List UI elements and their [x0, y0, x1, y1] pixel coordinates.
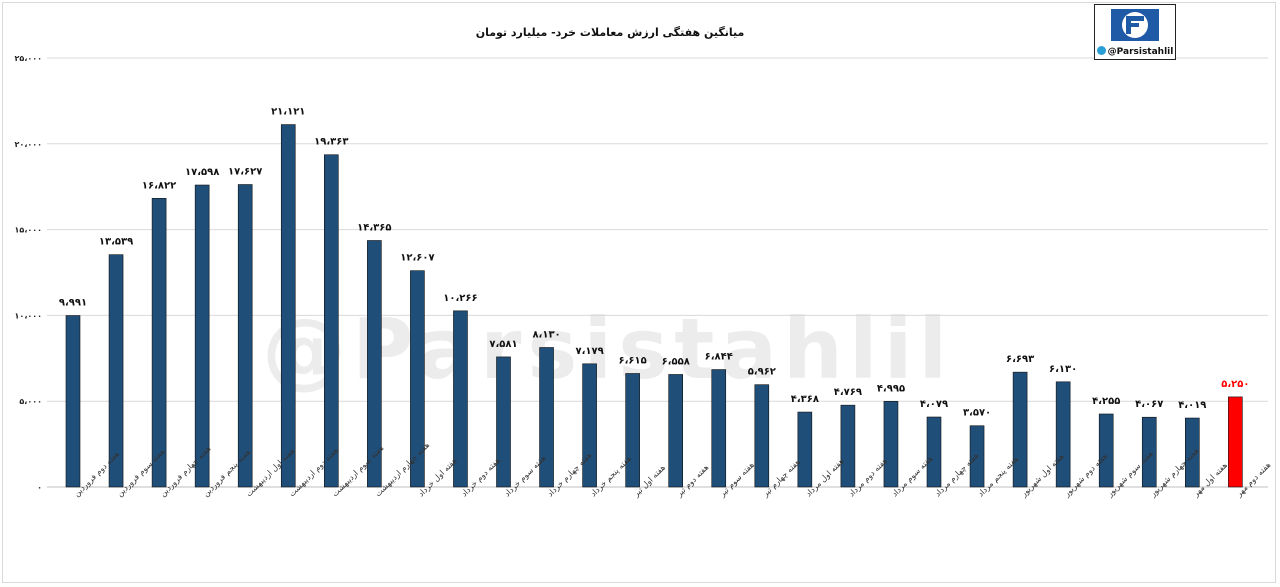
bar [883, 400, 899, 488]
y-axis-ticks: ۰ ۵،۰۰۰ ۱۰،۰۰۰ ۱۵،۰۰۰ ۲۰،۰۰۰ ۲۵،۰۰۰ [15, 54, 42, 492]
data-label: ۱۹،۳۶۳ [314, 137, 348, 148]
bar [367, 240, 382, 488]
bar [711, 369, 727, 488]
bar [65, 315, 81, 488]
bar [754, 384, 770, 488]
data-label: ۶،۸۴۴ [705, 352, 733, 363]
bars [65, 124, 1243, 488]
data-label: ۴،۲۵۵ [1092, 396, 1120, 407]
data-label: ۱۴،۳۶۵ [357, 222, 391, 233]
logo-handle: @Parsistahlil [1095, 46, 1175, 57]
bar [410, 270, 425, 488]
y-tick-label: ۵،۰۰۰ [19, 397, 42, 406]
data-label: ۴،۷۶۹ [834, 387, 862, 398]
bar [926, 416, 942, 488]
data-label: ۵،۹۶۲ [748, 367, 776, 378]
data-label: ۱۰،۲۶۶ [443, 293, 477, 304]
grid-lines [47, 57, 1268, 488]
bar [797, 411, 813, 488]
data-label: ۱۷،۶۲۷ [228, 167, 262, 178]
data-label: ۷،۱۷۹ [575, 346, 603, 357]
bar [668, 374, 684, 488]
parsistahlil-logo-icon [1111, 9, 1159, 41]
y-tick-label: ۰ [37, 483, 42, 492]
bar [194, 184, 210, 488]
bar [625, 373, 640, 488]
y-tick-label: ۲۰،۰۰۰ [15, 140, 42, 149]
data-label: ۱۲،۶۰۷ [400, 253, 434, 264]
data-label: ۸،۱۳۰ [532, 329, 560, 340]
bar [969, 425, 985, 488]
data-label: ۶،۶۹۳ [1006, 354, 1034, 365]
data-label: ۴،۰۶۷ [1135, 399, 1163, 410]
bar [1055, 381, 1071, 488]
bar [108, 254, 124, 488]
bar [1185, 417, 1200, 488]
bar [237, 184, 253, 488]
data-label: ۷،۵۸۱ [489, 339, 517, 350]
data-label: ۴،۰۱۹ [1178, 400, 1206, 411]
logo: @Parsistahlil [1094, 4, 1176, 60]
bar [151, 198, 167, 488]
y-tick-label: ۲۵،۰۰۰ [15, 54, 42, 63]
data-label: ۴،۳۶۸ [791, 394, 819, 405]
data-label: ۵،۲۵۰ [1221, 379, 1249, 390]
bar [840, 404, 856, 488]
data-label: ۲۱،۱۲۱ [271, 107, 305, 118]
bar [280, 124, 296, 488]
logo-handle-text: @Parsistahlil [1107, 47, 1174, 57]
data-label: ۳،۵۷۰ [963, 408, 991, 419]
telegram-icon [1096, 46, 1106, 55]
bar [496, 356, 511, 488]
data-label: ۶،۵۵۸ [662, 356, 690, 367]
value-labels: ۹،۹۹۱ ۱۳،۵۳۹ ۱۶،۸۲۲ ۱۷،۵۹۸ ۱۷،۶۲۷ ۲۱،۱۲۱ ۱۹،۳۶… [59, 107, 1250, 419]
data-label: ۴،۰۷۹ [920, 399, 948, 410]
chart-title: میانگین هفتگی ارزش معاملات خرد- میلیارد … [475, 26, 745, 39]
bar [539, 347, 554, 488]
y-tick-label: ۱۰،۰۰۰ [15, 311, 42, 320]
data-label: ۱۷،۵۹۸ [185, 167, 219, 178]
bar [453, 310, 468, 488]
y-tick-label: ۱۵،۰۰۰ [15, 226, 42, 235]
data-label: ۱۳،۵۳۹ [99, 237, 133, 248]
data-label: ۶،۱۳۰ [1049, 364, 1077, 375]
data-label: ۶،۶۱۵ [619, 355, 647, 366]
bar [1228, 396, 1243, 488]
bar [323, 154, 339, 488]
bar [582, 363, 597, 488]
data-label: ۱۶،۸۲۲ [142, 180, 176, 191]
data-label: ۴،۹۹۵ [877, 383, 905, 394]
data-label: ۹،۹۹۱ [59, 298, 87, 309]
bar [1141, 416, 1157, 488]
bar [1098, 413, 1114, 488]
bar [1012, 371, 1028, 488]
